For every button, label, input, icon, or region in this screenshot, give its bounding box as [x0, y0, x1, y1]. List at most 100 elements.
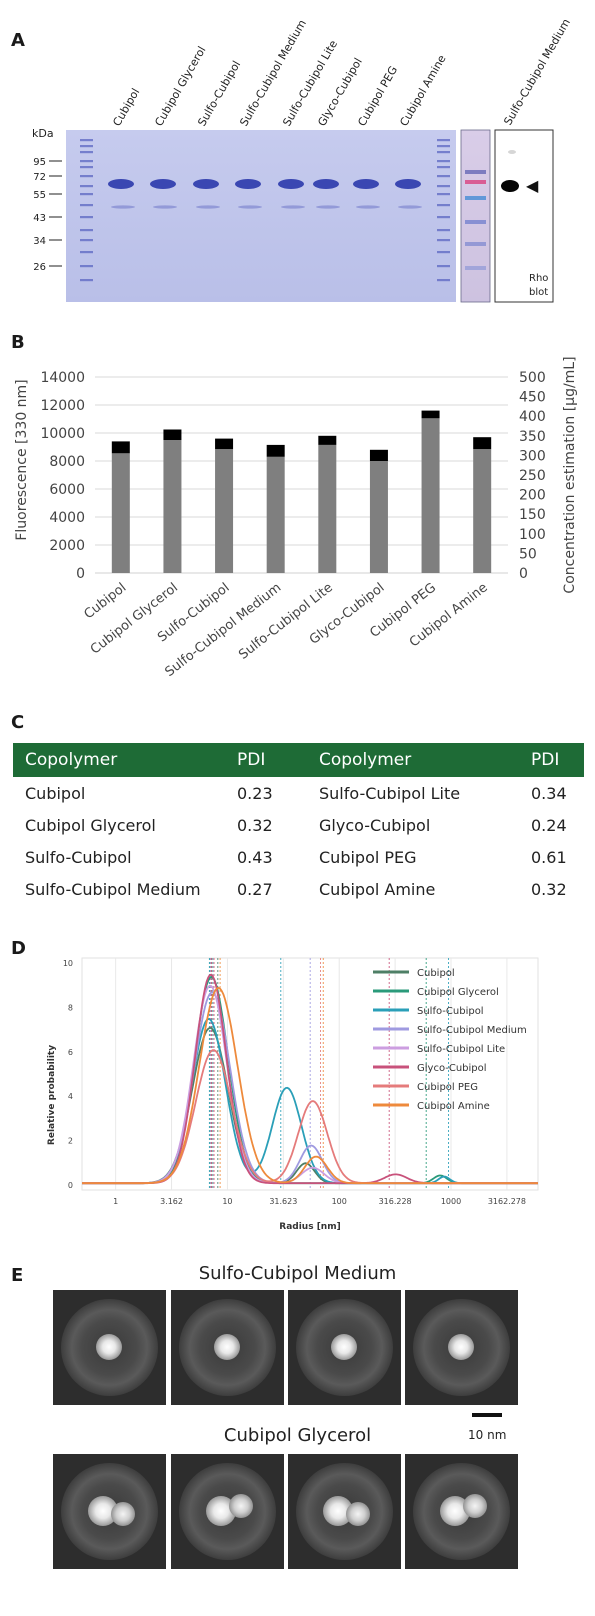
bar-ytick-label: 6000 — [49, 482, 85, 498]
ladder-band — [437, 204, 450, 207]
dls-ytick-label: 2 — [68, 1137, 73, 1146]
ladder-band — [80, 251, 93, 254]
bar-error — [111, 441, 130, 454]
legend-label: Cubipol PEG — [417, 1082, 478, 1093]
blot-lane-label: Sulfo-Cubipol Medium — [501, 16, 573, 127]
bar-y2tick-label: 300 — [519, 448, 546, 464]
bar-error — [318, 435, 337, 445]
stained-ladder-band — [465, 242, 486, 246]
blot-arrow: ◀ — [526, 176, 539, 195]
gel-figure: Cubipol Cubipol GlycerolSulfo-CubipolSulf… — [32, 16, 573, 303]
kda-label: kDa — [32, 127, 54, 140]
em-class-average — [405, 1454, 518, 1569]
protein-band — [313, 179, 339, 189]
ladder-band — [80, 166, 93, 169]
bar-y2tick-label: 0 — [519, 566, 528, 582]
faint-band — [356, 205, 380, 209]
em-class-average — [405, 1290, 518, 1405]
stained-ladder-lane — [460, 129, 491, 303]
ladder-band — [80, 265, 93, 268]
ladder-band — [80, 204, 93, 207]
blot-band — [501, 180, 519, 192]
blot-panel — [494, 129, 554, 303]
ladder-band — [437, 160, 450, 163]
table-row: Cubipol Glycerol 0.32 Glyco-Cubipol 0.24 — [13, 809, 584, 841]
em-title-cubipol-glycerol: Cubipol Glycerol — [223, 1425, 372, 1446]
header-pdi-right: PDI — [519, 743, 584, 777]
ladder-band — [437, 145, 450, 148]
marker-label: 26 — [33, 262, 46, 273]
dls-xtick-label: 100 — [332, 1197, 347, 1206]
bar-ytick-label: 4000 — [49, 510, 85, 526]
faint-band — [281, 205, 305, 209]
bar-error — [266, 444, 285, 457]
ladder-band — [437, 166, 450, 169]
dls-series-line — [82, 986, 538, 1185]
marker-label: 95 — [33, 157, 46, 168]
bar-ytick-label: 2000 — [49, 538, 85, 554]
bar-error — [421, 410, 440, 419]
bar-ytick-label: 10000 — [40, 426, 85, 442]
dls-ytick-label: 8 — [68, 1003, 73, 1012]
dls-line-chart: Relative probability Radius [nm] 1 3.162 1… — [47, 957, 539, 1232]
em-class-average — [288, 1454, 401, 1569]
legend-label: Sulfo-Cubipol — [417, 1006, 484, 1017]
scale-bar — [472, 1413, 502, 1417]
bar-error — [163, 429, 182, 440]
bar-y2tick-label: 200 — [519, 488, 546, 504]
ladder-band — [437, 185, 450, 188]
gel-lane-label: Cubipol PEG — [355, 64, 400, 129]
dls-xtick-label: 1 — [113, 1197, 118, 1206]
bar-y2tick-label: 400 — [519, 409, 546, 425]
panel-label-a: A — [11, 30, 25, 51]
dls-xtick-label: 3162.278 — [488, 1197, 526, 1206]
panel-label-b: B — [11, 332, 25, 353]
pdi-cell: 0.27 — [237, 879, 273, 899]
em-class-average — [171, 1290, 284, 1405]
table-row: Cubipol 0.23 Sulfo-Cubipol Lite 0.34 — [13, 777, 584, 809]
marker-label: 55 — [33, 190, 46, 201]
stained-ladder-band — [465, 266, 486, 270]
copolymer-cell: Cubipol PEG — [319, 847, 417, 867]
stained-ladder-band — [465, 170, 486, 174]
pdi-cell: 0.32 — [531, 879, 567, 899]
gel-lane-label: Cubipol — [110, 86, 142, 128]
bar-main — [318, 444, 337, 573]
copolymer-cell: Sulfo-Cubipol Lite — [319, 783, 461, 803]
bar-main — [421, 418, 440, 573]
protein-band — [278, 179, 304, 189]
table-row: Sulfo-Cubipol Medium 0.27 Cubipol Amine 0.3… — [13, 873, 584, 905]
faint-band — [316, 205, 340, 209]
ladder-band — [437, 229, 450, 232]
bar-y2tick-label: 500 — [519, 370, 546, 386]
header-copolymer-left: Copolymer — [13, 743, 225, 777]
legend-label: Cubipol Amine — [417, 1101, 490, 1112]
ladder-band — [80, 229, 93, 232]
stained-ladder-band — [465, 180, 486, 184]
pdi-cell: 0.24 — [531, 815, 567, 835]
bar-main — [215, 449, 234, 573]
bar-ylabel: Fluorescence [330 nm] — [14, 379, 30, 540]
dls-xtick-label: 10 — [222, 1197, 232, 1206]
pdi-table: Copolymer PDI Copolymer PDI Cubipol 0.23 S… — [13, 743, 584, 905]
bar-main — [473, 449, 492, 573]
ladder-band — [80, 139, 93, 142]
bar-ytick-label: 12000 — [40, 398, 85, 414]
bar-y2label: Concentration estimation [µg/mL] — [562, 356, 578, 593]
legend-label: Sulfo-Cubipol Lite — [417, 1044, 505, 1055]
bar-y2tick-label: 450 — [519, 390, 546, 406]
fluorescence-bar-chart: Fluorescence [330 nm] Concentration esti… — [14, 356, 578, 680]
bar-main — [111, 453, 130, 573]
ladder-band — [80, 193, 93, 196]
marker-label: 72 — [33, 172, 46, 183]
ladder-band — [80, 185, 93, 188]
pdi-cell: 0.34 — [531, 783, 567, 803]
ladder-band — [437, 239, 450, 242]
pdi-cell: 0.43 — [237, 847, 273, 867]
copolymer-cell: Cubipol — [25, 783, 86, 803]
bar-xtick-label: Cubipol — [81, 580, 129, 622]
dls-xtick-label: 3.162 — [160, 1197, 183, 1206]
ladder-band — [437, 279, 450, 282]
protein-band — [235, 179, 261, 189]
bar-y2tick-label: 50 — [519, 546, 537, 562]
